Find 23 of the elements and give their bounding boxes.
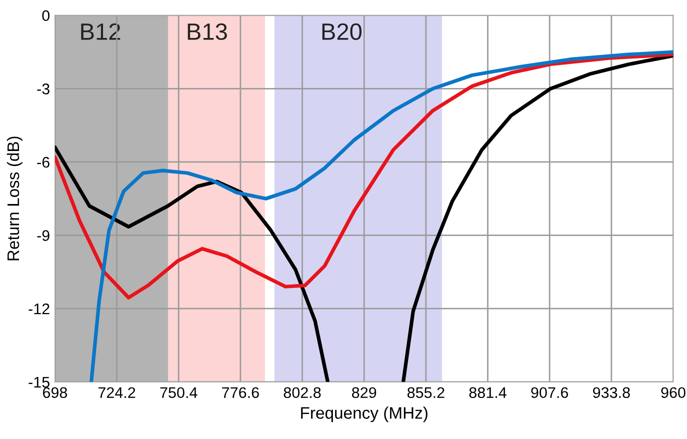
x-tick-label: 776.6: [222, 387, 259, 398]
x-tick-label: 698: [42, 387, 68, 398]
x-tick-label: 724.2: [98, 387, 136, 398]
y-axis-title: Return Loss (dB): [6, 136, 22, 260]
x-axis-title: Frequency (MHz): [301, 406, 428, 422]
y-tick-label: -9: [37, 230, 50, 241]
y-tick-label: -15: [28, 376, 50, 388]
x-tick-label: 855.2: [407, 387, 444, 398]
x-tick-label: 881.4: [469, 387, 506, 398]
x-tick-label: 829: [352, 387, 376, 398]
y-tick-label: -12: [28, 303, 50, 314]
x-tick-label: 802.8: [284, 387, 321, 398]
x-tick-label: 907.6: [531, 387, 568, 398]
y-tick-label: -3: [37, 84, 50, 94]
band-label: B20: [322, 23, 362, 40]
x-tick-label: 960: [661, 387, 686, 398]
line-series: [54, 52, 674, 300]
y-tick-label: 0: [42, 10, 50, 22]
y-tick-label: -6: [37, 156, 50, 168]
band-label: B13: [188, 23, 227, 40]
x-tick-label: 750.4: [160, 387, 198, 398]
x-tick-label: 933.8: [593, 387, 630, 398]
band-label: B12: [81, 23, 120, 40]
